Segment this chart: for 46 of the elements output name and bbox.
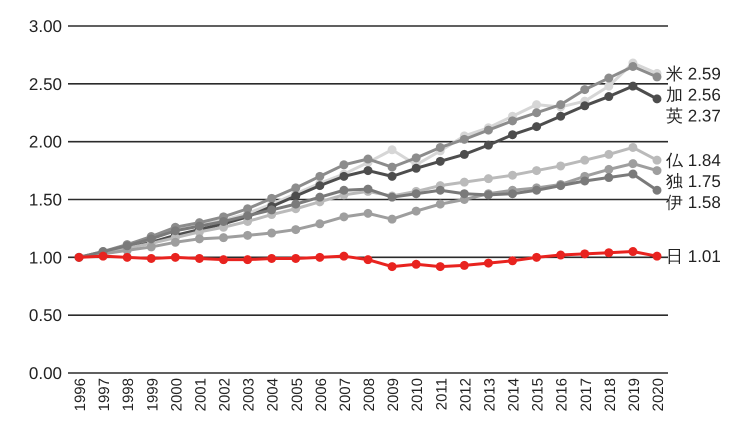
x-tick-label: 1996 xyxy=(72,378,89,412)
x-tick-label: 2001 xyxy=(192,378,210,412)
data-label: 2.56 xyxy=(688,85,721,104)
x-tick-label: 2003 xyxy=(240,378,258,412)
x-tick-label: 2019 xyxy=(626,378,643,412)
x-tick-label: 2006 xyxy=(312,378,330,412)
series-label: 独 xyxy=(666,172,688,192)
x-tick-label: 2015 xyxy=(530,378,547,412)
series-label: 英 xyxy=(666,106,688,126)
data-label: 2.37 xyxy=(688,106,721,126)
y-tick-label: 2.00 xyxy=(28,132,62,152)
x-tick-label: 2016 xyxy=(554,378,571,412)
x-tick-label: 2002 xyxy=(216,378,234,412)
x-tick-label: 2013 xyxy=(481,378,498,412)
x-tick-label: 2014 xyxy=(506,378,522,412)
x-tick-label: 2011 xyxy=(433,378,450,410)
x-tick-label: 2017 xyxy=(578,378,595,412)
series-label: 伊 xyxy=(666,193,688,212)
y-tick-label: 1.50 xyxy=(28,190,62,210)
x-tick-label: 2007 xyxy=(336,378,354,412)
x-tick-label: 2020 xyxy=(650,378,667,412)
x-tick-label: 1999 xyxy=(144,378,162,412)
x-tick-label: 2008 xyxy=(361,378,378,412)
series-label: 仏 xyxy=(665,151,688,170)
x-tick-label: 2000 xyxy=(168,378,186,412)
x-tick-label: 2004 xyxy=(264,378,282,412)
y-tick-label: 1.00 xyxy=(28,248,62,268)
data-label: 1.58 xyxy=(688,193,721,212)
y-tick-label: 2.50 xyxy=(28,74,62,94)
series-label: 加 xyxy=(666,85,688,104)
x-tick-label: 2010 xyxy=(409,378,426,412)
data-label: 1.75 xyxy=(688,172,721,192)
x-tick-label: 2012 xyxy=(457,378,474,412)
y-tick-label: 0.50 xyxy=(28,306,62,326)
data-label: 1.01 xyxy=(688,247,721,266)
x-tick-label: 2018 xyxy=(602,378,619,412)
y-tick-label: 0.00 xyxy=(28,364,62,383)
series-label: 日 xyxy=(666,247,688,266)
y-tick-label: 3.00 xyxy=(28,17,62,36)
data-label: 2.59 xyxy=(688,64,721,84)
data-label: 1.84 xyxy=(688,151,721,170)
series-label: 米 xyxy=(666,64,688,84)
x-tick-label: 1998 xyxy=(120,378,138,412)
x-tick-label: 1997 xyxy=(96,378,114,412)
x-tick-label: 2009 xyxy=(385,378,402,412)
x-tick-label: 2005 xyxy=(288,378,306,412)
